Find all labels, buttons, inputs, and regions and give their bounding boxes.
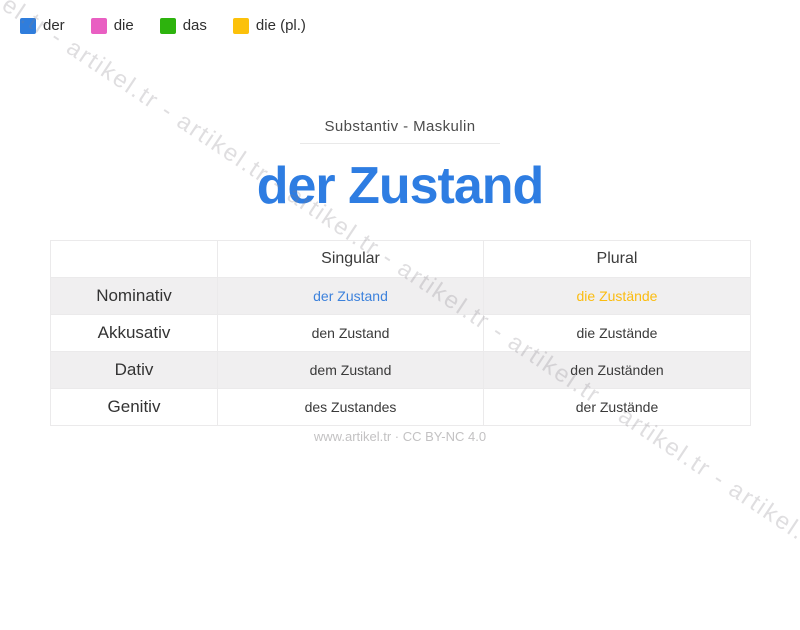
legend-item-der: der xyxy=(20,17,65,34)
declension-table: Singular Plural Nominativ der Zustand di… xyxy=(50,240,751,426)
die-color-swatch xyxy=(90,17,107,34)
nominativ-singular: der Zustand xyxy=(217,277,484,315)
akkusativ-singular: den Zustand xyxy=(217,314,484,352)
table-header-row: Singular Plural xyxy=(50,240,751,278)
legend-label: der xyxy=(43,17,65,34)
header-cell-singular: Singular xyxy=(217,240,484,278)
der-color-swatch xyxy=(20,17,36,34)
table-row-nominativ: Nominativ der Zustand die Zustände xyxy=(50,277,751,315)
header-cell-plural: Plural xyxy=(483,240,751,278)
akkusativ-plural: die Zustände xyxy=(483,314,751,352)
case-label: Dativ xyxy=(50,351,218,389)
die-plural-color-swatch xyxy=(232,17,249,34)
legend-item-die-plural: die (pl.) xyxy=(232,17,306,34)
das-color-swatch xyxy=(159,17,176,34)
case-label: Nominativ xyxy=(50,277,218,315)
category-divider xyxy=(300,143,500,144)
word-category-label: Substantiv - Maskulin xyxy=(324,118,476,135)
case-label: Genitiv xyxy=(50,388,218,426)
genitiv-singular: des Zustandes xyxy=(217,388,484,426)
article-color-legend: der die das die (pl.) xyxy=(20,17,306,34)
nominativ-plural: die Zustände xyxy=(483,277,751,315)
legend-label: das xyxy=(182,17,207,34)
legend-label: die xyxy=(113,17,134,34)
table-row-genitiv: Genitiv des Zustandes der Zustände xyxy=(50,388,751,426)
page-title: der Zustand xyxy=(256,157,545,215)
genitiv-plural: der Zustände xyxy=(483,388,751,426)
legend-item-die: die xyxy=(90,17,134,34)
legend-label: die (pl.) xyxy=(255,17,306,34)
legend-item-das: das xyxy=(159,17,207,34)
dativ-plural: den Zuständen xyxy=(483,351,751,389)
header-cell-empty xyxy=(50,240,218,278)
footer-credit: www.artikel.tr · CC BY-NC 4.0 xyxy=(313,429,487,444)
table-row-dativ: Dativ dem Zustand den Zuständen xyxy=(50,351,751,389)
dativ-singular: dem Zustand xyxy=(217,351,484,389)
table-row-akkusativ: Akkusativ den Zustand die Zustände xyxy=(50,314,751,352)
case-label: Akkusativ xyxy=(50,314,218,352)
